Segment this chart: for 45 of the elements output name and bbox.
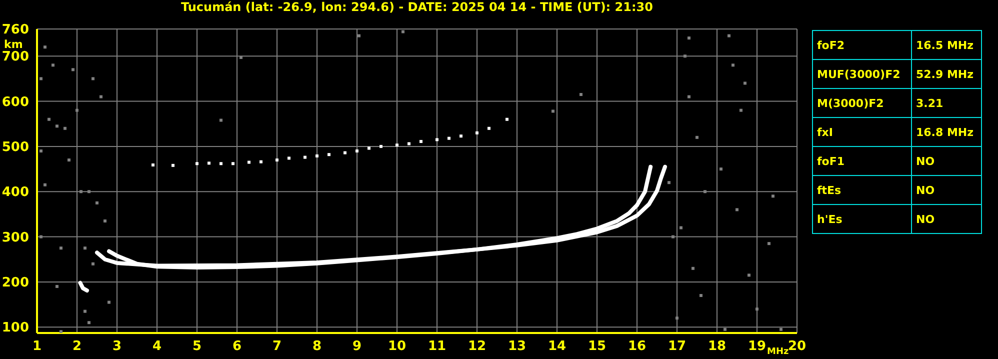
category-label: MUF(3000)F2	[812, 60, 912, 88]
y-tick-label: 700	[2, 50, 29, 65]
x-axis-title: MHz	[767, 347, 789, 357]
y-axis-title: km	[4, 38, 23, 51]
y-tick-label: 760	[2, 22, 29, 38]
text: 52.9 MHz	[916, 68, 974, 80]
x-tick-label: 15	[588, 339, 606, 354]
x-tick-label: 11	[428, 339, 446, 354]
x-tick-label: 3	[112, 339, 122, 354]
x-tick-label: 9	[352, 339, 362, 354]
x-tick-label: 20	[788, 339, 806, 354]
y-tick-label: 100	[2, 320, 29, 336]
category-label: foF2	[812, 30, 912, 60]
category-label: ftEs	[812, 176, 912, 204]
category-label: h'Es	[812, 204, 912, 234]
y-tick-label: 200	[2, 276, 29, 291]
y-tick-label: 300	[2, 230, 29, 246]
category-label: foF1	[812, 146, 912, 176]
x-tick-label: 12	[468, 339, 486, 354]
category-label: M(3000)F2	[812, 88, 912, 118]
x-tick-label: 14	[548, 339, 566, 354]
x-tick-label: 16	[628, 339, 646, 354]
x-tick-label: 6	[232, 339, 242, 354]
y-tick-label: 600	[2, 94, 29, 110]
text: 3.21	[916, 96, 944, 110]
text: NO	[916, 212, 935, 226]
text: NO	[916, 184, 935, 196]
x-tick-label: 19	[748, 339, 766, 354]
text: NO	[916, 154, 935, 168]
x-tick-label: 10	[388, 339, 406, 354]
x-tick-label: 17	[668, 339, 686, 354]
x-tick-label: 1	[32, 339, 42, 354]
y-tick-label: 500	[2, 140, 29, 156]
x-tick-label: 13	[508, 339, 526, 354]
x-tick-label: 8	[312, 339, 322, 354]
x-tick-label: 5	[192, 339, 202, 354]
x-tick-label: 4	[152, 339, 162, 354]
chart-title: Tucumán (lat: -26.9, lon: 294.6) - DATE: 2025 04 14 - TIME (UT): 21:30	[180, 0, 654, 14]
text: 16.5 MHz	[916, 38, 974, 52]
x-tick-label: 2	[72, 339, 82, 354]
x-tick-label: 18	[708, 339, 726, 354]
text: 16.8 MHz	[916, 126, 974, 138]
category-label: fxI	[812, 118, 912, 146]
y-tick-label: 400	[2, 185, 29, 200]
x-tick-label: 7	[272, 339, 282, 354]
